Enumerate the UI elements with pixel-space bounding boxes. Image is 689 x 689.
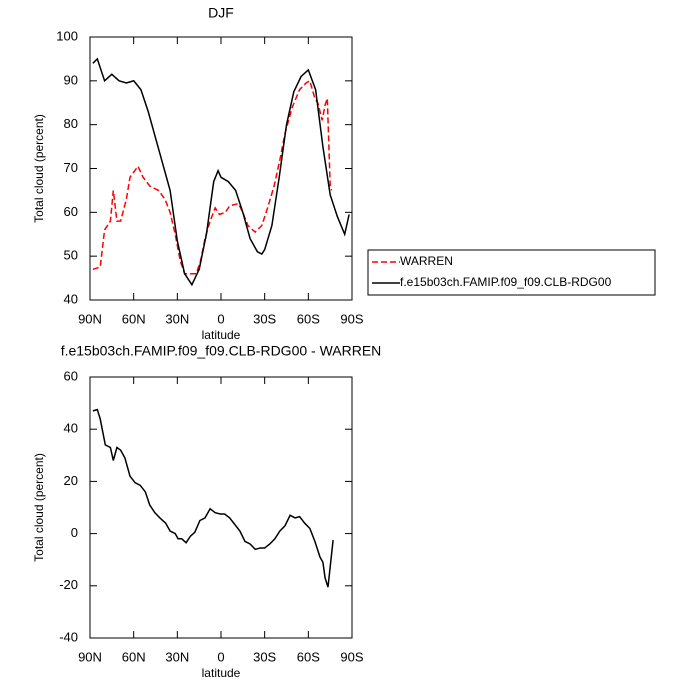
y-axis-label: Total cloud (percent)	[32, 453, 46, 562]
x-tick-label: 90N	[78, 649, 102, 664]
data-line	[92, 57, 350, 287]
x-tick-label: 30S	[253, 649, 276, 664]
x-tick-label: 0	[217, 311, 224, 326]
x-tick-label: 90S	[340, 649, 363, 664]
chart-title: f.e15b03ch.FAMIP.f09_f09.CLB-RDG00 - WAR…	[61, 343, 382, 359]
y-tick-label: 20	[64, 473, 78, 488]
y-tick-label: 60	[64, 204, 78, 219]
legend-label: f.e15b03ch.FAMIP.f09_f09.CLB-RDG00	[400, 275, 612, 289]
plot-frame	[89, 376, 353, 639]
plot-frame	[89, 36, 353, 301]
x-tick-label: 60N	[122, 649, 146, 664]
x-tick-label: 0	[217, 649, 224, 664]
x-tick-label: 30N	[165, 311, 189, 326]
y-axis-label: Total cloud (percent)	[32, 114, 46, 223]
y-tick-label: 40	[64, 291, 78, 306]
legend-box	[367, 249, 656, 296]
x-tick-label: 60S	[297, 311, 320, 326]
x-tick-label: 90N	[78, 311, 102, 326]
y-tick-label: 0	[71, 525, 78, 540]
x-axis-label: latitude	[202, 666, 241, 680]
x-tick-label: 60S	[297, 649, 320, 664]
x-tick-label: 90S	[340, 311, 363, 326]
legend-label: WARREN	[400, 254, 453, 268]
y-tick-label: 70	[64, 160, 78, 175]
y-tick-label: 80	[64, 116, 78, 131]
x-tick-label: 60N	[122, 311, 146, 326]
y-tick-label: 100	[56, 28, 78, 43]
y-tick-label: 50	[64, 248, 78, 263]
x-tick-label: 30S	[253, 311, 276, 326]
y-tick-label: -40	[59, 629, 78, 644]
chart-title: DJF	[208, 5, 234, 21]
x-tick-label: 30N	[165, 649, 189, 664]
x-axis-label: latitude	[202, 328, 241, 342]
y-tick-label: -20	[59, 577, 78, 592]
data-line	[92, 79, 333, 275]
data-line	[92, 408, 334, 588]
y-tick-label: 40	[64, 421, 78, 436]
y-tick-label: 60	[64, 368, 78, 383]
y-tick-label: 90	[64, 72, 78, 87]
